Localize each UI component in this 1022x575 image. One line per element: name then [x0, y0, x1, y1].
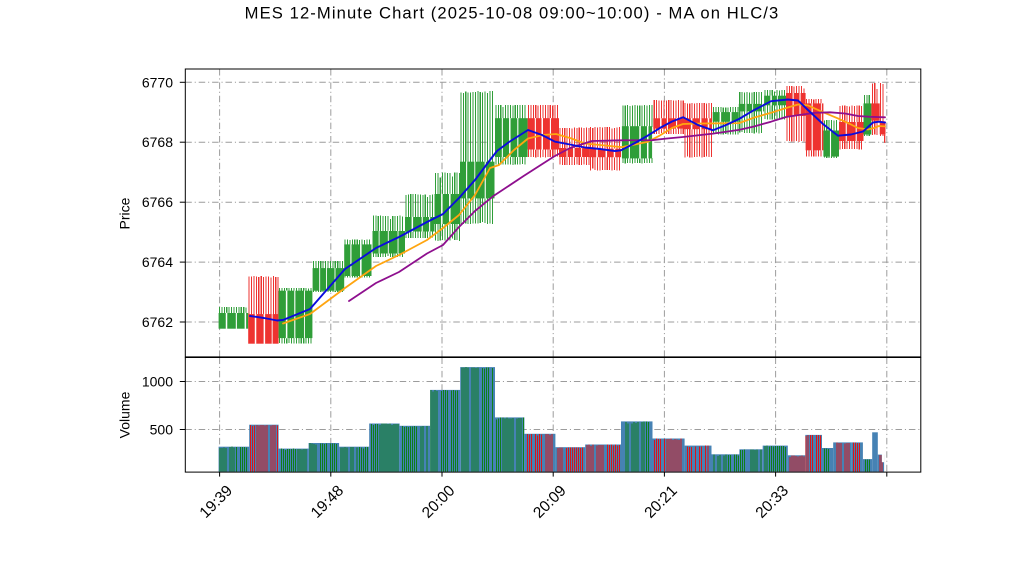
svg-text:Price: Price: [117, 197, 133, 229]
svg-text:6766: 6766: [142, 194, 173, 210]
svg-text:Volume: Volume: [116, 391, 132, 438]
svg-text:500: 500: [150, 422, 174, 438]
svg-text:6764: 6764: [142, 254, 173, 270]
svg-text:MES 12-Minute Chart (2025-10-0: MES 12-Minute Chart (2025-10-08 09:00~10…: [245, 4, 780, 23]
svg-text:1000: 1000: [142, 374, 173, 390]
svg-text:6770: 6770: [142, 74, 173, 90]
svg-text:6768: 6768: [142, 134, 173, 150]
svg-text:6762: 6762: [142, 314, 173, 330]
